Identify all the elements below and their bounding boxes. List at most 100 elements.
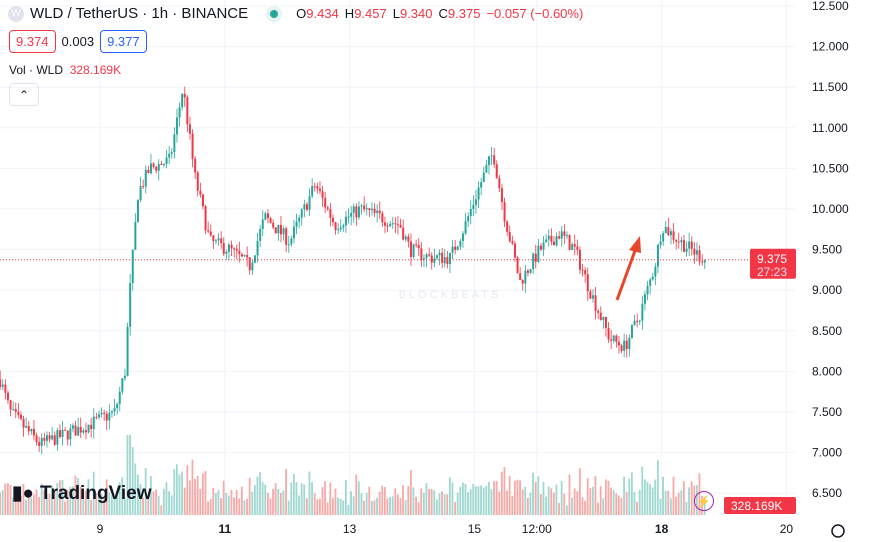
candle-body: [30, 429, 33, 432]
volume-bar: [420, 488, 423, 515]
y-tick-label: 11.500: [812, 80, 848, 94]
volume-bar: [129, 435, 131, 515]
collapse-legend-button[interactable]: ⌃: [9, 83, 39, 106]
candle-body: [591, 295, 594, 299]
candle-body: [630, 324, 633, 338]
volume-bar: [108, 492, 111, 515]
volume-bar: [105, 479, 108, 515]
last-price-label: 9.375: [757, 252, 787, 266]
volume-bar: [511, 495, 514, 515]
volume-bar: [409, 470, 412, 515]
candle-body: [568, 235, 571, 250]
tradingview-text: TradingView: [39, 482, 152, 504]
candle-body: [227, 244, 230, 252]
volume-bar: [599, 486, 602, 515]
candle-body: [370, 208, 373, 211]
candle-body: [313, 186, 316, 188]
wld-logo: W: [8, 5, 24, 22]
candle-body: [248, 257, 251, 271]
volume-bar: [672, 476, 675, 515]
candle-body: [516, 257, 519, 274]
candle-body: [113, 408, 116, 412]
volume-bar: [71, 486, 74, 515]
candle-body: [545, 239, 548, 243]
candle-body: [204, 206, 207, 231]
candle-body: [464, 221, 467, 234]
candle-body: [225, 251, 228, 254]
candle-body: [22, 418, 25, 428]
volume-bar: [233, 497, 235, 515]
candle-body: [344, 216, 347, 226]
candle-body: [217, 238, 220, 241]
candle-body: [48, 435, 51, 440]
volume-bar: [0, 492, 1, 515]
volume-bar: [95, 493, 98, 515]
candle-body: [441, 252, 444, 264]
volume-bar: [415, 496, 417, 515]
volume-bar: [136, 474, 139, 515]
volume-bar: [45, 494, 48, 515]
candle-body: [695, 250, 698, 255]
candle-body: [347, 216, 350, 218]
volume-bar: [199, 488, 202, 515]
candle-body: [12, 409, 15, 411]
candle-body: [524, 270, 527, 284]
volume-bar: [643, 479, 646, 515]
candle-body: [682, 240, 685, 252]
volume-bar: [147, 497, 150, 515]
candle-body: [256, 240, 259, 256]
candle-body: [123, 375, 126, 379]
volume-bar: [386, 498, 389, 515]
candle-body: [672, 231, 675, 240]
candle-body: [121, 378, 124, 392]
volume-bar: [516, 479, 519, 515]
y-tick-label: 9.000: [812, 283, 842, 297]
candle-body: [207, 230, 210, 232]
volume-bar: [139, 483, 142, 515]
volume-bar: [524, 486, 527, 515]
symbol-title[interactable]: WLD / TetherUS · 1h · BINANCE: [30, 5, 249, 22]
candle-body: [680, 240, 683, 243]
candle-body: [82, 430, 85, 433]
volume-bar: [649, 484, 651, 515]
candle-body: [649, 279, 652, 286]
watermark: BLOCKBEATS: [399, 289, 502, 301]
tv-logo-icon: ▮●: [12, 483, 34, 504]
candle-body: [303, 204, 306, 210]
volume-bar: [261, 482, 264, 515]
candle-body: [433, 258, 436, 263]
buy-button[interactable]: 9.377: [100, 30, 147, 53]
candle-body: [467, 216, 470, 222]
candle-body: [446, 257, 449, 265]
candle-body: [378, 210, 381, 214]
candle-body: [238, 250, 241, 255]
candle-body: [235, 248, 238, 251]
tradingview-logo[interactable]: ▮● TradingView: [12, 482, 152, 505]
candle-body: [14, 409, 17, 412]
volume-bar: [352, 496, 355, 515]
candle-body: [404, 236, 407, 240]
volume-bar: [279, 492, 282, 515]
x-tick-label: 11: [218, 522, 231, 536]
candle-body: [318, 188, 321, 192]
high-label: H: [344, 6, 355, 21]
volume-bar: [6, 483, 9, 515]
volume-bar: [519, 480, 521, 515]
volume-label: Vol · WLD: [9, 63, 64, 77]
volume-bar: [82, 493, 85, 515]
sell-button[interactable]: 9.374: [9, 30, 56, 53]
candle-body: [27, 426, 30, 432]
candle-body: [118, 391, 121, 404]
y-tick-label: 12.500: [812, 0, 849, 13]
volume-bar: [118, 482, 121, 515]
candle-body: [92, 416, 95, 430]
volume-bar: [186, 465, 189, 515]
low-label: L: [392, 6, 400, 21]
candle-body: [688, 241, 691, 249]
candle-body: [628, 337, 631, 350]
volume-bar: [248, 477, 251, 515]
lightning-icon[interactable]: ⚡: [694, 491, 714, 511]
volume-bar: [149, 476, 152, 515]
volume-bar: [178, 474, 181, 515]
